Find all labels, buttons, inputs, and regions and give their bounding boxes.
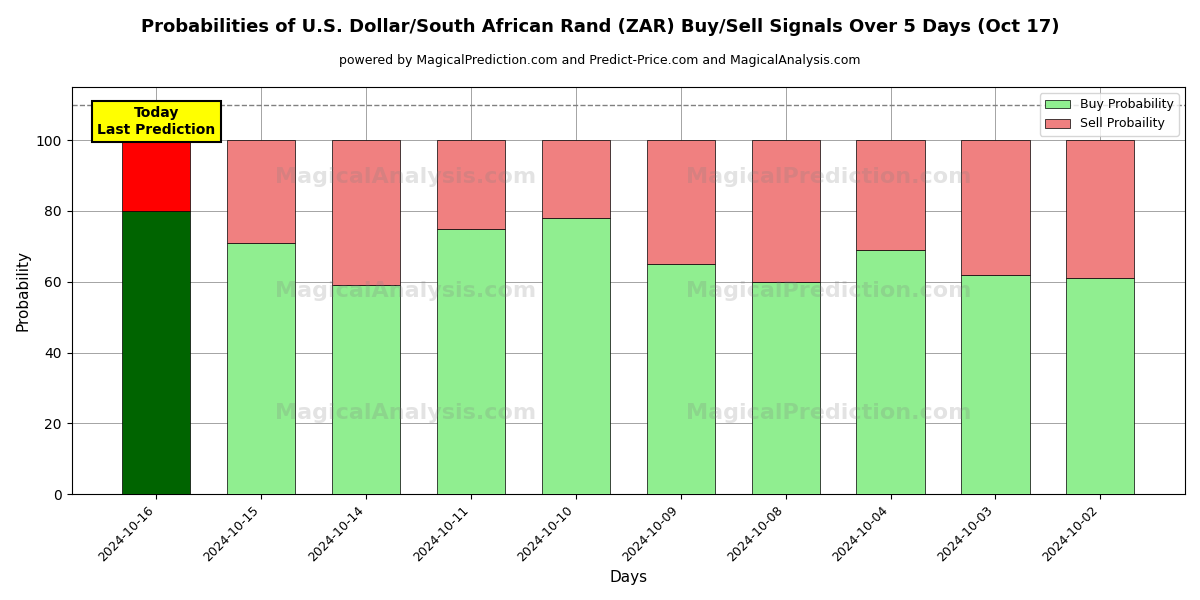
Bar: [1067, 140, 1134, 278]
Bar: [751, 282, 820, 494]
Bar: [332, 140, 401, 286]
Text: MagicalPrediction.com: MagicalPrediction.com: [686, 167, 972, 187]
Bar: [541, 140, 610, 218]
Text: MagicalPrediction.com: MagicalPrediction.com: [686, 403, 972, 423]
Bar: [541, 218, 610, 494]
Bar: [122, 140, 191, 211]
Bar: [857, 250, 925, 494]
X-axis label: Days: Days: [610, 570, 647, 585]
Text: MagicalAnalysis.com: MagicalAnalysis.com: [275, 167, 536, 187]
Text: Today
Last Prediction: Today Last Prediction: [97, 106, 216, 137]
Bar: [122, 211, 191, 494]
Bar: [647, 264, 715, 494]
Bar: [961, 140, 1030, 275]
Legend: Buy Probability, Sell Probaility: Buy Probability, Sell Probaility: [1040, 93, 1178, 136]
Text: MagicalAnalysis.com: MagicalAnalysis.com: [275, 403, 536, 423]
Text: MagicalPrediction.com: MagicalPrediction.com: [686, 281, 972, 301]
Bar: [437, 229, 505, 494]
Bar: [961, 275, 1030, 494]
Y-axis label: Probability: Probability: [16, 250, 30, 331]
Bar: [437, 140, 505, 229]
Bar: [227, 243, 295, 494]
Bar: [1067, 278, 1134, 494]
Bar: [227, 140, 295, 243]
Bar: [751, 140, 820, 282]
Text: MagicalAnalysis.com: MagicalAnalysis.com: [275, 281, 536, 301]
Bar: [647, 140, 715, 264]
Text: Probabilities of U.S. Dollar/South African Rand (ZAR) Buy/Sell Signals Over 5 Da: Probabilities of U.S. Dollar/South Afric…: [140, 18, 1060, 36]
Text: powered by MagicalPrediction.com and Predict-Price.com and MagicalAnalysis.com: powered by MagicalPrediction.com and Pre…: [340, 54, 860, 67]
Bar: [857, 140, 925, 250]
Bar: [332, 286, 401, 494]
